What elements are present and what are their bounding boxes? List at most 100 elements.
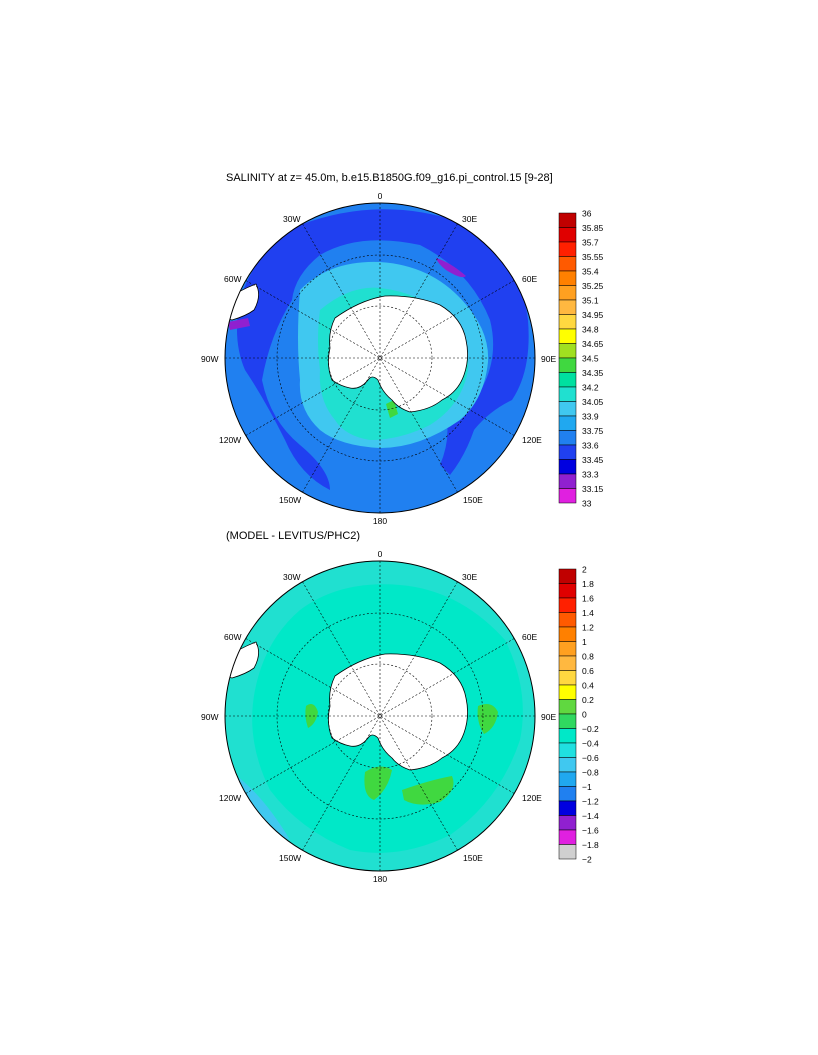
bottom-colorbar-tick-label: −0.8 bbox=[582, 768, 599, 778]
bottom-colorbar-swatch bbox=[558, 815, 577, 831]
top-colorbar-swatch bbox=[558, 299, 577, 315]
top-colorbar-tick-label: 33.3 bbox=[582, 470, 599, 480]
bottom-colorbar-tick-label: 1.6 bbox=[582, 594, 594, 604]
top-colorbar-swatch bbox=[558, 401, 577, 417]
top-label-120w: 120W bbox=[219, 435, 241, 445]
top-colorbar-swatch bbox=[558, 430, 577, 446]
bottom-colorbar-tick-label: −1 bbox=[582, 782, 592, 792]
bottom-label-60e: 60E bbox=[522, 632, 537, 642]
bottom-colorbar-tick-label: 1.8 bbox=[582, 579, 594, 589]
bottom-positive-patch-2 bbox=[402, 776, 454, 805]
bottom-label-0: 0 bbox=[378, 549, 383, 559]
bottom-label-90w: 90W bbox=[201, 712, 218, 722]
top-colorbar-tick-label: 35.55 bbox=[582, 252, 604, 262]
top-colorbar-swatch bbox=[558, 270, 577, 286]
bottom-colorbar: 2 1.8 1.6 1.4 1.2 1 0.8 0.6 0.4 0.2 0 −0.2 −0.4 −0.6 −… bbox=[558, 565, 599, 865]
bottom-colorbar-swatch bbox=[558, 670, 577, 686]
top-colorbar-tick-label: 34.8 bbox=[582, 325, 599, 335]
bottom-colorbar-tick-label: 1.2 bbox=[582, 623, 594, 633]
top-colorbar-swatch bbox=[558, 473, 577, 489]
bottom-colorbar-tick-label: −2 bbox=[582, 855, 592, 865]
bottom-colorbar-swatch bbox=[558, 597, 577, 613]
top-colorbar-tick-label: 34.95 bbox=[582, 310, 604, 320]
top-colorbar-tick-label: 34.35 bbox=[582, 368, 604, 378]
bottom-label-120w: 120W bbox=[219, 793, 241, 803]
bottom-label-90e: 90E bbox=[541, 712, 556, 722]
bottom-colorbar-swatch bbox=[558, 742, 577, 758]
top-colorbar-tick-label: 35.1 bbox=[582, 296, 599, 306]
top-colorbar-tick-label: 34.65 bbox=[582, 339, 604, 349]
bottom-colorbar-tick-label: −1.4 bbox=[582, 811, 599, 821]
bottom-colorbar-swatch bbox=[558, 684, 577, 700]
top-colorbar-swatch bbox=[558, 285, 577, 301]
top-label-120e: 120E bbox=[522, 435, 542, 445]
bottom-colorbar-swatch bbox=[558, 713, 577, 729]
top-label-90e: 90E bbox=[541, 354, 556, 364]
top-label-30e: 30E bbox=[462, 214, 477, 224]
bottom-colorbar-tick-label: 0.6 bbox=[582, 666, 594, 676]
bottom-label-180: 180 bbox=[373, 874, 387, 884]
top-label-90w: 90W bbox=[201, 354, 218, 364]
top-colorbar-tick-label: 34.05 bbox=[582, 397, 604, 407]
top-colorbar-tick-label: 36 bbox=[582, 209, 592, 219]
bottom-colorbar-swatch bbox=[558, 641, 577, 657]
bottom-colorbar-swatch bbox=[558, 844, 577, 860]
top-colorbar-tick-label: 35.25 bbox=[582, 281, 604, 291]
top-colorbar-tick-label: 33.45 bbox=[582, 455, 604, 465]
top-label-150w: 150W bbox=[279, 495, 301, 505]
bottom-colorbar-tick-label: 0.4 bbox=[582, 681, 594, 691]
top-colorbar-tick-label: 33.9 bbox=[582, 412, 599, 422]
bottom-colorbar-swatch bbox=[558, 583, 577, 599]
bottom-label-60w: 60W bbox=[224, 632, 241, 642]
top-low-salinity-patch bbox=[436, 258, 466, 278]
top-colorbar-swatch bbox=[558, 444, 577, 460]
bottom-antarctica bbox=[328, 653, 468, 771]
bottom-colorbar-tick-label: −0.2 bbox=[582, 724, 599, 734]
top-colorbar-swatch bbox=[558, 459, 577, 475]
top-panel-title: SALINITY at z= 45.0m, b.e15.B1850G.f09_g… bbox=[226, 172, 553, 184]
bottom-colorbar-tick-label: 0.2 bbox=[582, 695, 594, 705]
bottom-colorbar-tick-label: 2 bbox=[582, 565, 587, 575]
bottom-label-30w: 30W bbox=[283, 572, 300, 582]
bottom-colorbar-tick-label: 1 bbox=[582, 637, 587, 647]
bottom-colorbar-tick-label: 1.4 bbox=[582, 608, 594, 618]
bottom-colorbar-swatch bbox=[558, 786, 577, 802]
bottom-colorbar-tick-label: −1.8 bbox=[582, 840, 599, 850]
top-colorbar-tick-label: 33.75 bbox=[582, 426, 604, 436]
bottom-colorbar-swatch bbox=[558, 757, 577, 773]
top-colorbar-swatch bbox=[558, 488, 577, 504]
top-colorbar-tick-label: 34.2 bbox=[582, 383, 599, 393]
bottom-light-patch-sw bbox=[228, 770, 290, 840]
bottom-colorbar-swatch bbox=[558, 612, 577, 628]
bottom-colorbar-tick-label: −1.2 bbox=[582, 797, 599, 807]
top-label-60e: 60E bbox=[522, 274, 537, 284]
bottom-positive-patch-4 bbox=[305, 704, 318, 728]
bottom-label-150e: 150E bbox=[463, 853, 483, 863]
top-label-0: 0 bbox=[378, 191, 383, 201]
bottom-colorbar-swatch bbox=[558, 655, 577, 671]
bottom-colorbar-swatch bbox=[558, 800, 577, 816]
top-label-30w: 30W bbox=[283, 214, 300, 224]
top-polar-map: 0 30W 30E 60W 60E 90W 90E 120W 120E 150W… bbox=[201, 191, 556, 526]
top-colorbar-tick-label: 33.6 bbox=[582, 441, 599, 451]
top-colorbar: 36 35.85 35.7 35.55 35.4 35.25 35.1 34.95 34.8 34… bbox=[558, 209, 604, 509]
bottom-colorbar-tick-label: 0.8 bbox=[582, 652, 594, 662]
top-colorbar-swatch bbox=[558, 328, 577, 344]
bottom-panel-title: (MODEL - LEVITUS/PHC2) bbox=[226, 530, 361, 542]
bottom-label-150w: 150W bbox=[279, 853, 301, 863]
top-colorbar-swatch bbox=[558, 372, 577, 388]
bottom-colorbar-swatch bbox=[558, 568, 577, 584]
bottom-colorbar-tick-label: −0.6 bbox=[582, 753, 599, 763]
top-colorbar-tick-label: 34.5 bbox=[582, 354, 599, 364]
top-colorbar-swatch bbox=[558, 241, 577, 257]
bottom-colorbar-swatch bbox=[558, 728, 577, 744]
bottom-label-120e: 120E bbox=[522, 793, 542, 803]
bottom-label-30e: 30E bbox=[462, 572, 477, 582]
top-colorbar-tick-label: 35.4 bbox=[582, 267, 599, 277]
bottom-colorbar-swatch bbox=[558, 699, 577, 715]
top-green-patch bbox=[386, 400, 398, 418]
top-colorbar-tick-label: 33 bbox=[582, 499, 592, 509]
top-colorbar-swatch bbox=[558, 212, 577, 228]
top-label-150e: 150E bbox=[463, 495, 483, 505]
bottom-colorbar-tick-label: −0.4 bbox=[582, 739, 599, 749]
